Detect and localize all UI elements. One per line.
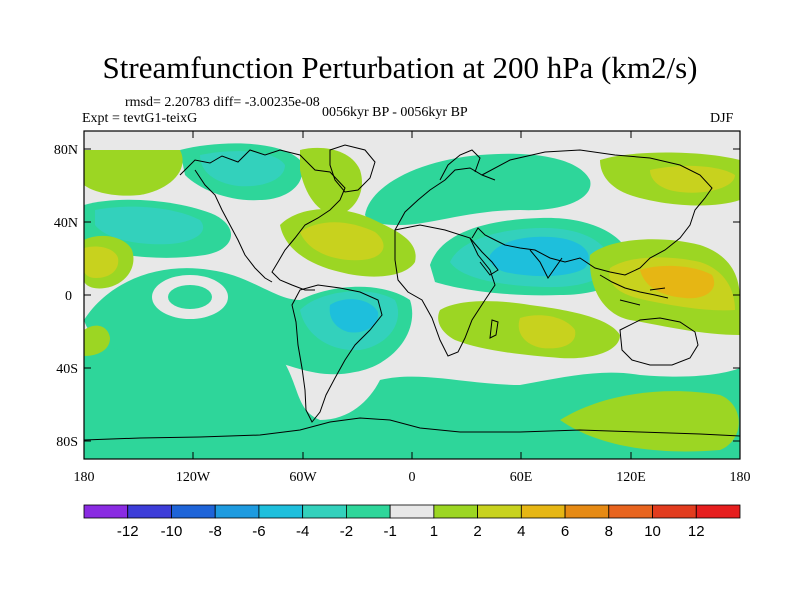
colorbar: -12 -10 -8 -6 -4 -2 -1 1 2 4 6 8 10 12 [83,504,741,540]
north-america-coast [179,149,346,291]
lon-label-120e: 120E [616,470,646,485]
lon-label-60w: 60W [289,470,317,485]
stats-text: rmsd= 2.20783 diff= -3.00235e-08 [125,95,320,110]
indian-ocean-positive-core [518,315,576,349]
rocky-positive [300,147,362,215]
north-atlantic-positive-core [300,222,384,261]
west-pacific-positive-core [640,265,715,299]
colorbar-swatch [83,504,129,519]
colorbar-label: 4 [517,523,525,540]
colorbar-swatch [214,504,260,519]
colorbar-swatch [127,504,172,519]
lat-label-80s: 80S [56,435,78,450]
colorbar-label: 12 [688,523,705,540]
colorbar-label: -2 [340,523,353,540]
atlantic-negative [365,153,591,225]
colorbar-label: -8 [209,523,222,540]
colorbar-swatch [608,504,653,519]
colorbar-swatch [564,504,610,519]
madagascar [489,319,499,339]
ring-core [168,285,212,309]
australia [619,317,699,366]
india [529,249,563,279]
plot-title: Streamfunction Perturbation at 200 hPa (… [102,50,698,85]
colorbar-swatch [477,504,522,519]
north-america-negative-core [200,151,285,187]
colorbar-label: 10 [644,523,661,540]
eurasia-positive-core [650,165,735,193]
colorbar-swatch [389,504,435,519]
north-america-west-coast [194,169,273,283]
contour-field [84,131,740,459]
scandinavia [439,149,481,181]
colorbar-label: 8 [605,523,613,540]
coastlines [84,144,740,441]
north-pacific-negative-core [95,206,204,245]
colorbar-swatch [302,504,347,519]
season-label: DJF [710,111,734,126]
lat-label-80n: 80N [54,143,78,158]
colorbar-swatch [520,504,566,519]
colorbar-label: 1 [430,523,438,540]
lon-label-120w: 120W [176,470,211,485]
colorbar-label: -10 [161,523,183,540]
central-pacific-positive [84,150,183,196]
asia-coast [471,149,713,276]
map-ticks [84,131,740,459]
southeast-asia-islands [599,274,669,306]
period-label: 0056kyr BP - 0056kyr BP [322,105,468,120]
southern-positive-patch [560,391,739,452]
lon-label-180w: 180 [74,470,95,485]
antarctica [84,417,740,441]
lat-label-40n: 40N [54,216,78,231]
lon-label-180e: 180 [730,470,751,485]
southwest-pacific-positive [84,325,110,356]
lon-label-60e: 60E [510,470,533,485]
colorbar-swatch [171,504,216,519]
colorbar-label: 2 [473,523,481,540]
colorbar-swatch [433,504,479,519]
greenland [329,144,376,193]
experiment-label: Expt = tevtG1-teixG [82,111,198,126]
colorbar-swatch [695,504,741,519]
colorbar-label: -12 [117,523,139,540]
colorbar-label: -1 [383,523,396,540]
colorbar-swatch [652,504,697,519]
lat-label-40s: 40S [56,362,78,377]
colorbar-label: -6 [252,523,265,540]
colorbar-swatch [345,504,391,519]
lat-label-equator: 0 [65,289,72,304]
south-america [291,284,383,423]
colorbar-label: -4 [296,523,309,540]
lon-label-0: 0 [409,470,416,485]
europe-coast [394,167,496,231]
arabia [469,237,499,276]
colorbar-swatch [258,504,304,519]
dateline-positive-core [84,246,119,278]
south-america-negative-core [329,299,379,333]
colorbar-label: 6 [561,523,569,540]
